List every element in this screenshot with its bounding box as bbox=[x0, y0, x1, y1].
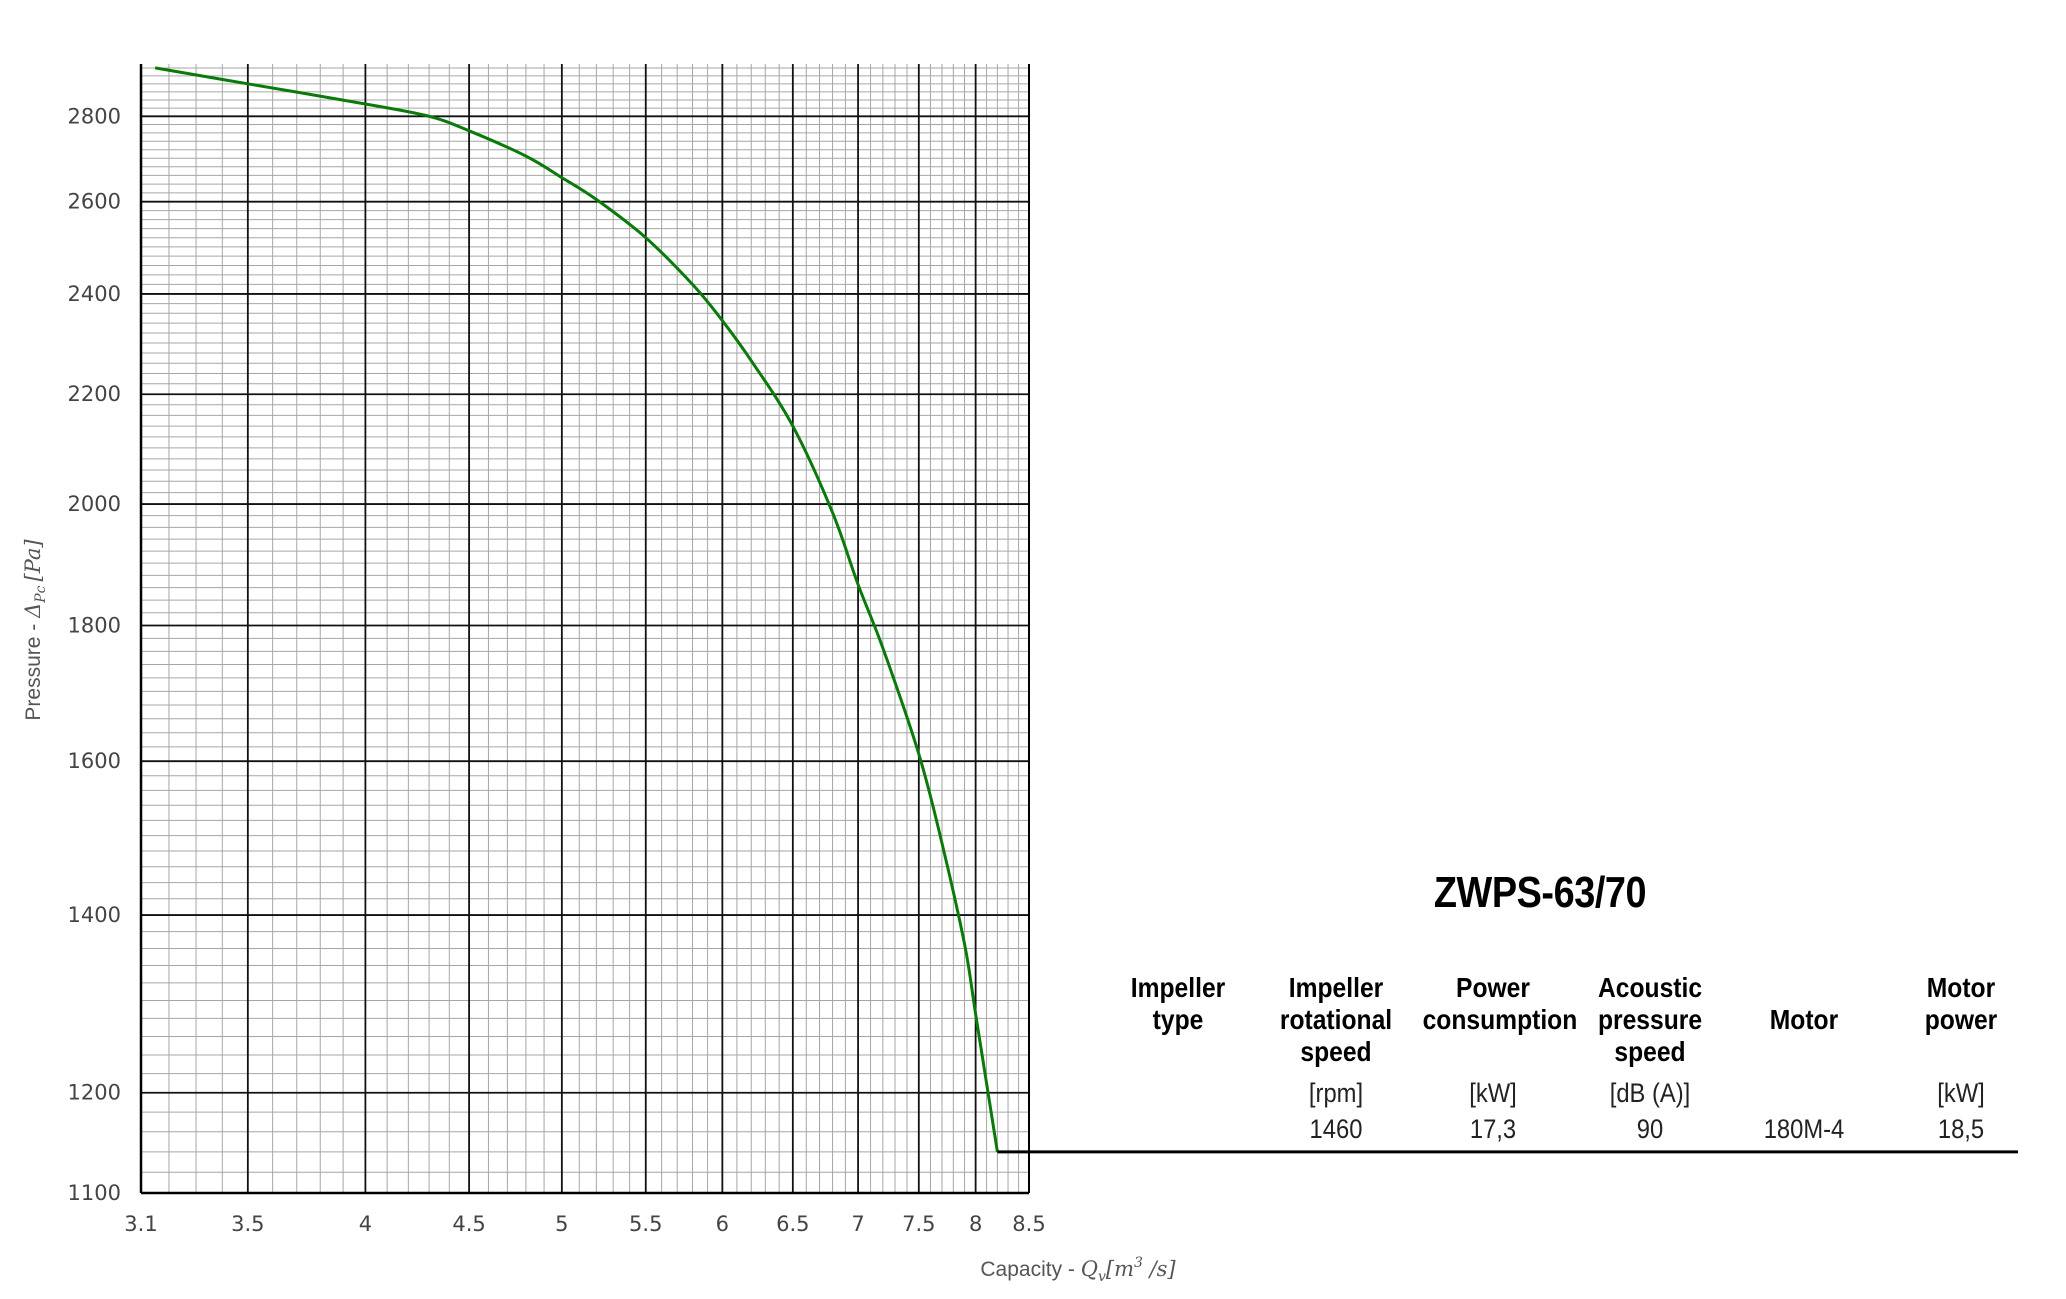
column-unit: [kW] bbox=[1937, 1078, 1985, 1108]
column-header: Motor bbox=[1734, 1004, 1875, 1036]
y-tick-labels: 1100 1200 1400 1600 1800 2000 2200 2400 2600 2800 bbox=[68, 104, 121, 1205]
column-value: 90 bbox=[1636, 1114, 1664, 1144]
x-tick-label: 3.5 bbox=[231, 1212, 264, 1236]
y-tick-label: 2400 bbox=[68, 282, 121, 306]
y-tick-label: 2000 bbox=[68, 492, 121, 516]
column-header-line: power bbox=[1924, 1004, 1998, 1035]
column-header-line: Acoustic bbox=[1597, 972, 1703, 1003]
y-tick-label: 1600 bbox=[68, 749, 121, 773]
column-header-line: speed bbox=[1300, 1036, 1372, 1067]
y-axis-title: Pressure - ΔPc[Pa] bbox=[21, 539, 49, 721]
x-tick-label: 3.1 bbox=[124, 1212, 157, 1236]
x-tick-label: 8.5 bbox=[1012, 1212, 1045, 1236]
y-tick-label: 2200 bbox=[68, 382, 121, 406]
column-header-line: type bbox=[1152, 1004, 1204, 1035]
x-axis-title: Capacity - Qv[m3 /s] bbox=[980, 1255, 1176, 1285]
column-header: Acoustic pressure speed bbox=[1580, 972, 1721, 1068]
x-tick-label: 7.5 bbox=[902, 1212, 935, 1236]
y-tick-label: 2800 bbox=[68, 104, 121, 128]
y-tick-label: 1800 bbox=[68, 613, 121, 637]
column-header-line: speed bbox=[1614, 1036, 1686, 1067]
x-tick-labels: 3.1 3.5 4 4.5 5 5.5 6 6.5 7 7.5 8 8.5 bbox=[124, 1212, 1045, 1236]
column-header: Impeller type bbox=[1108, 972, 1249, 1036]
x-tick-label: 4.5 bbox=[452, 1212, 485, 1236]
column-value: 18,5 bbox=[1937, 1114, 1985, 1144]
minor-grid bbox=[141, 64, 1029, 1193]
column-header: Power consumption bbox=[1422, 972, 1578, 1036]
column-value: 1460 bbox=[1309, 1114, 1363, 1144]
column-header-line: consumption bbox=[1422, 1004, 1578, 1035]
column-unit: [rpm] bbox=[1308, 1078, 1364, 1108]
fan-curve-series bbox=[154, 66, 999, 1153]
column-header-line: Impeller bbox=[1288, 972, 1384, 1003]
column-unit: [kW] bbox=[1469, 1078, 1517, 1108]
x-tick-label: 6.5 bbox=[776, 1212, 809, 1236]
column-unit: [dB (A)] bbox=[1609, 1078, 1691, 1108]
y-tick-label: 2600 bbox=[68, 190, 121, 214]
x-tick-label: 4 bbox=[359, 1212, 372, 1236]
column-header: Impeller rotational speed bbox=[1266, 972, 1407, 1068]
column-header: Motor power bbox=[1891, 972, 2032, 1036]
column-value: 180M-4 bbox=[1763, 1114, 1845, 1144]
axes-frame bbox=[139, 64, 1030, 1195]
x-tick-label: 5 bbox=[555, 1212, 568, 1236]
x-tick-label: 5.5 bbox=[629, 1212, 662, 1236]
column-header-line: Power bbox=[1456, 972, 1530, 1003]
x-tick-label: 8 bbox=[969, 1212, 982, 1236]
column-value: 17,3 bbox=[1469, 1114, 1517, 1144]
column-header-line: Impeller bbox=[1130, 972, 1226, 1003]
x-tick-label: 7 bbox=[851, 1212, 864, 1236]
x-tick-label: 6 bbox=[716, 1212, 729, 1236]
y-tick-label: 1200 bbox=[68, 1081, 121, 1105]
column-header-line: Motor bbox=[1926, 972, 1996, 1003]
y-tick-label: 1100 bbox=[68, 1181, 121, 1205]
column-header-line: rotational bbox=[1279, 1004, 1393, 1035]
column-header-line: Motor bbox=[1769, 1004, 1839, 1035]
column-header-line: pressure bbox=[1597, 1004, 1703, 1035]
y-tick-label: 1400 bbox=[68, 903, 121, 927]
product-title: ZWPS-63/70 bbox=[1433, 868, 1647, 917]
major-grid bbox=[140, 64, 1030, 1194]
